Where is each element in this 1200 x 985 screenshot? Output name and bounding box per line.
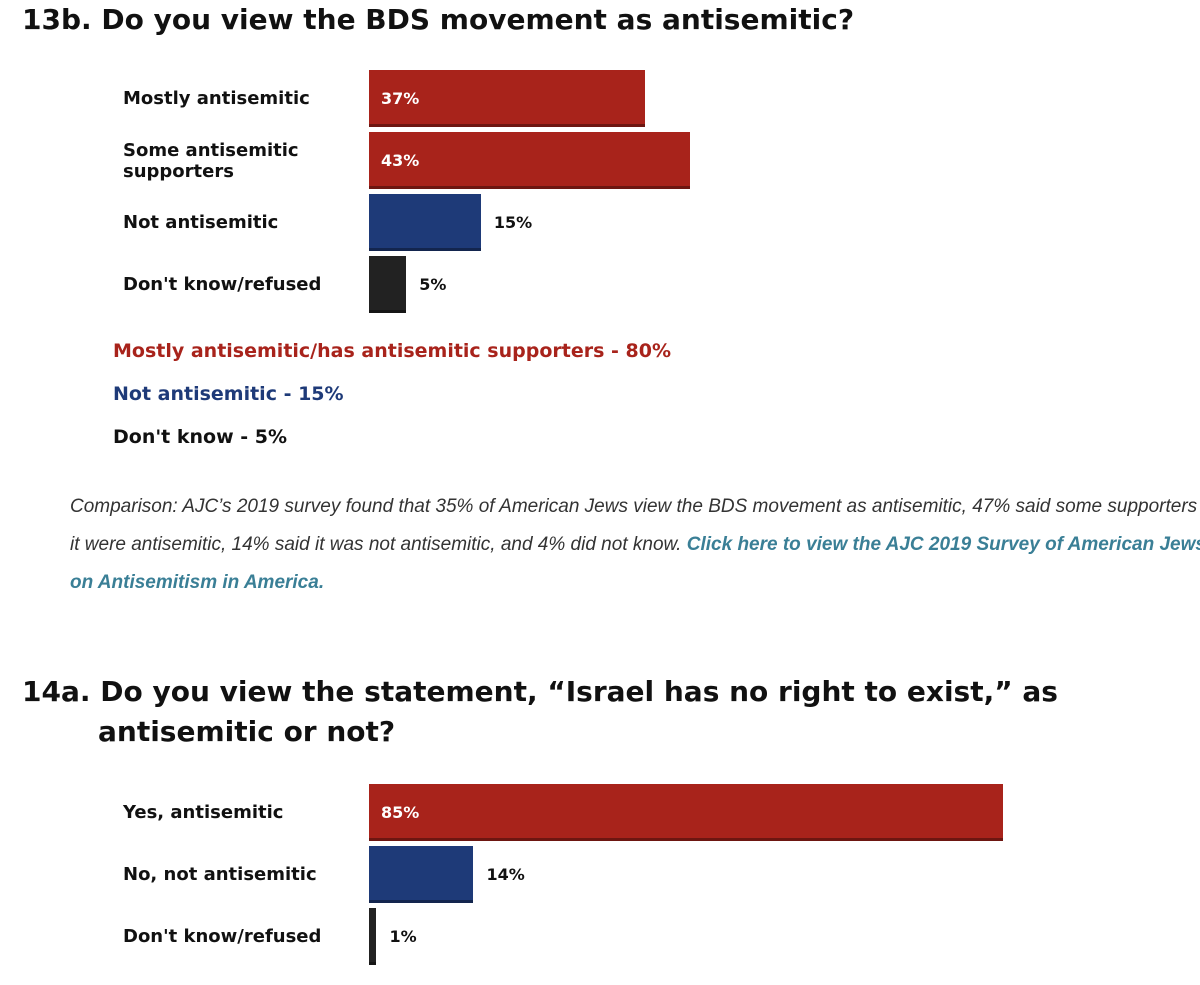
survey-link[interactable]: Click here to view the AJC 2019 Survey o… bbox=[70, 534, 1200, 593]
category-label: Some antisemitic supporters bbox=[123, 139, 299, 182]
value-label: 14% bbox=[486, 865, 525, 884]
category-label: Mostly antisemitic bbox=[123, 88, 310, 109]
value-label: 37% bbox=[381, 89, 420, 108]
category-label: Yes, antisemitic bbox=[123, 802, 284, 823]
note-text: Comparison: AJC’s 2019 survey found that… bbox=[70, 496, 1200, 555]
bar bbox=[369, 908, 377, 965]
category-label: Not antisemitic bbox=[123, 212, 279, 233]
bar bbox=[369, 132, 690, 189]
value-label: 85% bbox=[381, 803, 420, 822]
bar bbox=[369, 256, 407, 313]
category-label: Don't know/refused bbox=[123, 926, 322, 947]
value-label: 15% bbox=[493, 213, 533, 232]
summary-line: Not antisemitic - 15% bbox=[113, 383, 344, 405]
bar bbox=[369, 846, 474, 903]
chart-title: 14a. Do you view the statement, “Israel … bbox=[22, 675, 1058, 748]
category-label: No, not antisemitic bbox=[123, 864, 317, 885]
bar bbox=[369, 70, 646, 127]
summary-line: Don't know - 5% bbox=[113, 426, 288, 448]
bar bbox=[369, 784, 1004, 841]
category-label: Don't know/refused bbox=[123, 274, 322, 295]
bar bbox=[369, 194, 481, 251]
value-label: 43% bbox=[381, 151, 420, 170]
comparison-note: Comparison: AJC’s 2019 survey found that… bbox=[70, 488, 1200, 602]
value-label: 5% bbox=[419, 275, 447, 294]
summary-line: Mostly antisemitic/has antisemitic suppo… bbox=[113, 340, 672, 362]
chart-title: 13b. Do you view the BDS movement as ant… bbox=[22, 3, 855, 36]
value-label: 1% bbox=[389, 927, 417, 946]
